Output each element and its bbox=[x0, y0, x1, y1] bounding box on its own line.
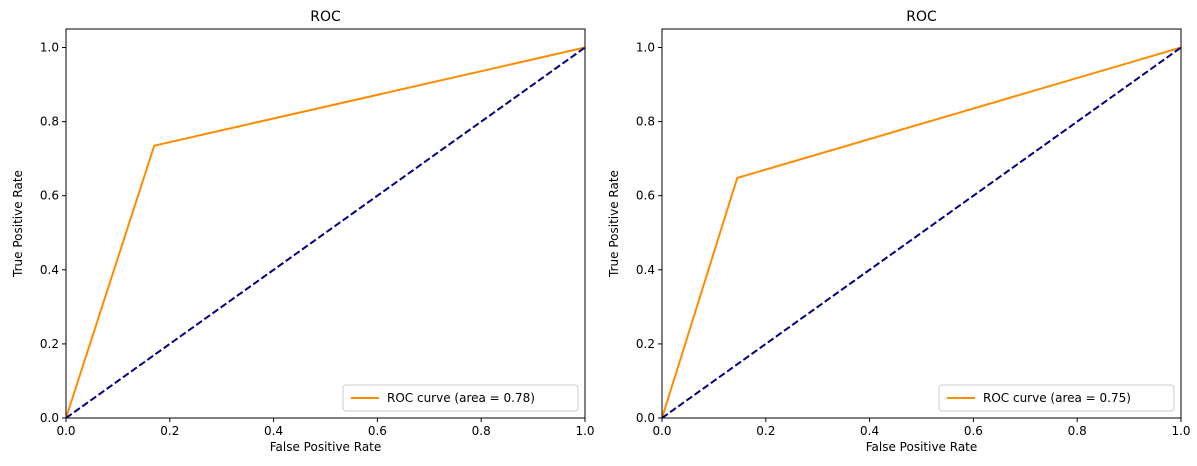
y-tick-label: 0.4 bbox=[40, 263, 59, 277]
y-tick-label: 0.2 bbox=[636, 337, 655, 351]
plot-area bbox=[662, 29, 1181, 418]
axes-frame bbox=[65, 28, 586, 419]
y-tick-label: 0.0 bbox=[636, 411, 655, 425]
x-tick-label: 0.4 bbox=[264, 424, 283, 438]
series-layer bbox=[662, 46, 1181, 418]
y-tick-label: 0.6 bbox=[636, 189, 655, 203]
x-tick-label: 0.8 bbox=[1068, 424, 1087, 438]
y-tick-label: 0.2 bbox=[40, 337, 59, 351]
y-tick-label: 0.8 bbox=[40, 115, 59, 129]
legend: ROC curve (area = 0.75) bbox=[938, 384, 1175, 412]
series-layer bbox=[66, 46, 585, 418]
x-tick-label: 0.6 bbox=[964, 424, 983, 438]
legend-entry-label: ROC curve (area = 0.75) bbox=[983, 391, 1131, 405]
chart-title: ROC bbox=[310, 9, 341, 25]
legend: ROC curve (area = 0.78) bbox=[342, 384, 579, 412]
x-tick-label: 0.8 bbox=[472, 424, 491, 438]
x-tick-label: 0.0 bbox=[652, 424, 671, 438]
roc-curve-line bbox=[662, 46, 1181, 418]
chart-title: ROC bbox=[906, 9, 937, 25]
chance-diagonal-line bbox=[66, 46, 585, 418]
legend-box bbox=[938, 384, 1175, 412]
x-axis-label: False Positive Rate bbox=[270, 440, 382, 454]
y-axis-label: True Positive Rate bbox=[11, 170, 25, 278]
y-tick-label: 1.0 bbox=[40, 41, 59, 55]
roc-chart-2: 0.0 0.2 0.4 0.6 0.8 1.0 0.0 0.2 0.4 0.6 0.8 1.0 ROC F… bbox=[607, 9, 1191, 454]
x-tick-label: 0.0 bbox=[56, 424, 75, 438]
legend-entry-label: ROC curve (area = 0.78) bbox=[387, 391, 535, 405]
chance-diagonal-line bbox=[662, 46, 1181, 418]
y-tick-label: 0.6 bbox=[40, 189, 59, 203]
plot-area bbox=[66, 29, 585, 418]
roc-chart-1: 0.0 0.2 0.4 0.6 0.8 1.0 0.0 0.2 0.4 0.6 0.8 1.0 ROC F… bbox=[11, 9, 595, 454]
x-tick-label: 0.2 bbox=[756, 424, 775, 438]
y-tick-label: 0.4 bbox=[636, 263, 655, 277]
x-tick-label: 1.0 bbox=[575, 424, 594, 438]
x-axis-label: False Positive Rate bbox=[866, 440, 978, 454]
x-tick-label: 0.6 bbox=[368, 424, 387, 438]
x-tick-label: 0.2 bbox=[160, 424, 179, 438]
x-tick-label: 0.4 bbox=[860, 424, 879, 438]
x-tick-label: 1.0 bbox=[1171, 424, 1190, 438]
roc-curve-line bbox=[66, 46, 585, 418]
axes-frame bbox=[661, 28, 1182, 419]
y-axis-label: True Positive Rate bbox=[607, 170, 621, 278]
y-tick-label: 0.8 bbox=[636, 115, 655, 129]
legend-box bbox=[342, 384, 579, 412]
y-tick-label: 0.0 bbox=[40, 411, 59, 425]
y-tick-label: 1.0 bbox=[636, 41, 655, 55]
